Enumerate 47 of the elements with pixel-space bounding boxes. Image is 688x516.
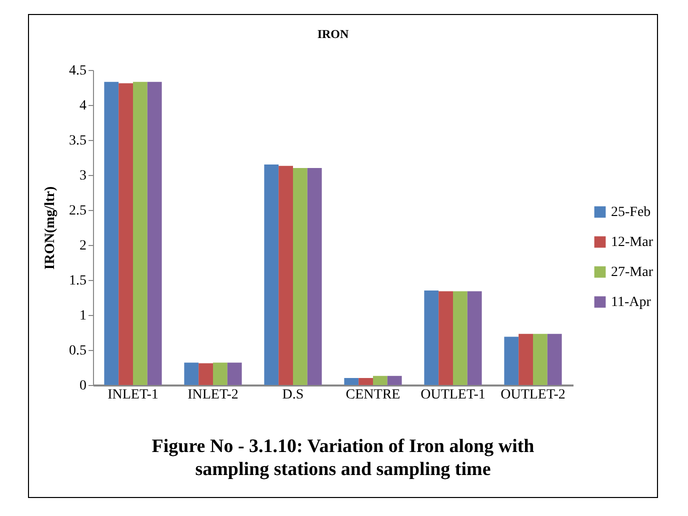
y-tick-label: 0.5 <box>69 344 86 358</box>
legend-label: 11-Apr <box>611 295 652 310</box>
bar <box>198 363 213 385</box>
bar <box>147 82 162 385</box>
bar <box>307 168 322 385</box>
bar <box>133 82 148 385</box>
bar <box>387 376 402 385</box>
x-tick-label: OUTLET-1 <box>420 388 486 402</box>
legend-label: 27-Mar <box>611 265 654 280</box>
bar <box>518 334 533 385</box>
x-tick-label: D.S <box>282 388 304 402</box>
y-tick-label: 3 <box>80 168 86 184</box>
bar <box>184 362 199 385</box>
bar <box>118 83 133 385</box>
chart-title: IRON <box>317 27 349 41</box>
y-tick-label: 3.5 <box>69 134 86 148</box>
bar <box>293 168 308 385</box>
x-tick-label: INLET-2 <box>188 388 238 402</box>
y-tick-label: 0 <box>80 378 86 394</box>
x-tick-label: INLET-1 <box>108 388 158 402</box>
bar <box>264 164 279 385</box>
legend-label: 25-Feb <box>611 205 651 220</box>
bar <box>424 290 439 385</box>
bar <box>438 291 453 385</box>
y-tick-label: 1 <box>80 308 86 324</box>
y-axis-title: IRON(mg/ltr) <box>43 186 58 270</box>
bar <box>453 291 468 385</box>
text: Figure No - 3.1.10: Variation of Iron along with sampling stations and sampling time <box>150 435 536 481</box>
bar <box>358 378 373 385</box>
bar <box>104 82 119 385</box>
bar <box>278 166 293 385</box>
bar <box>467 291 482 385</box>
y-tick-label: 4.5 <box>69 64 86 78</box>
x-tick-label: OUTLET-2 <box>500 388 566 402</box>
bar <box>547 334 562 385</box>
bar <box>213 362 228 385</box>
bar <box>227 362 242 385</box>
bar <box>373 376 388 385</box>
bar <box>344 378 359 385</box>
y-tick-label: 2.5 <box>69 204 86 218</box>
y-tick-label: 2 <box>80 238 86 254</box>
legend-label: 12-Mar <box>611 235 654 250</box>
y-tick-label: 1.5 <box>69 274 86 288</box>
bar <box>504 336 519 385</box>
bar <box>533 334 548 385</box>
y-tick-label: 4 <box>80 98 86 114</box>
x-tick-label: CENTRE <box>346 388 400 402</box>
